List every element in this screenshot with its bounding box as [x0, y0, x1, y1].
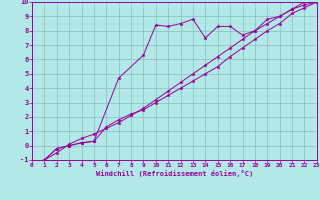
- X-axis label: Windchill (Refroidissement éolien,°C): Windchill (Refroidissement éolien,°C): [96, 170, 253, 177]
